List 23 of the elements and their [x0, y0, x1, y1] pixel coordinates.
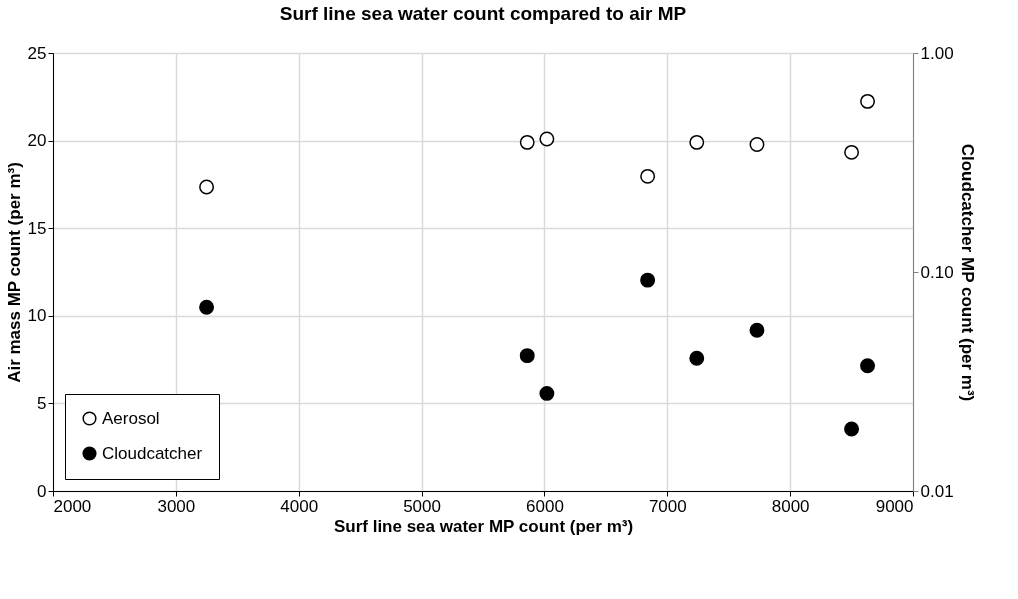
chart-title: Surf line sea water count compared to air MP [279, 3, 687, 24]
y-tick-label: 25 [27, 43, 47, 63]
x-tick-label: 3000 [157, 496, 196, 516]
x-tick-label: 7000 [648, 496, 687, 516]
x-tick-label: 5000 [403, 496, 441, 516]
y-axis-title: Air mass MP count (per m³) [4, 162, 24, 383]
y-tick-label: 20 [27, 131, 47, 151]
y2-tick-label: 0.10 [920, 262, 954, 282]
x-axis-title: Surf line sea water MP count (per m³) [333, 516, 634, 536]
y-tick-label: 0 [37, 481, 47, 501]
legend-label: Aerosol [102, 408, 160, 428]
x-tick-label: 6000 [526, 496, 564, 516]
x-tick-label: 9000 [875, 496, 914, 516]
y2-axis-title: Cloudcatcher MP count (per m³) [957, 143, 977, 402]
legend-label: Cloudcatcher [102, 443, 203, 463]
x-tick-label: 8000 [771, 496, 810, 516]
y-tick-label: 10 [27, 306, 47, 326]
y2-tick-label: 0.01 [920, 481, 954, 501]
x-tick-label: 2000 [53, 496, 92, 516]
x-tick-label: 4000 [280, 496, 319, 516]
y2-tick-label: 1.00 [920, 43, 954, 63]
y-tick-label: 15 [27, 218, 47, 238]
y-tick-label: 5 [37, 393, 47, 413]
